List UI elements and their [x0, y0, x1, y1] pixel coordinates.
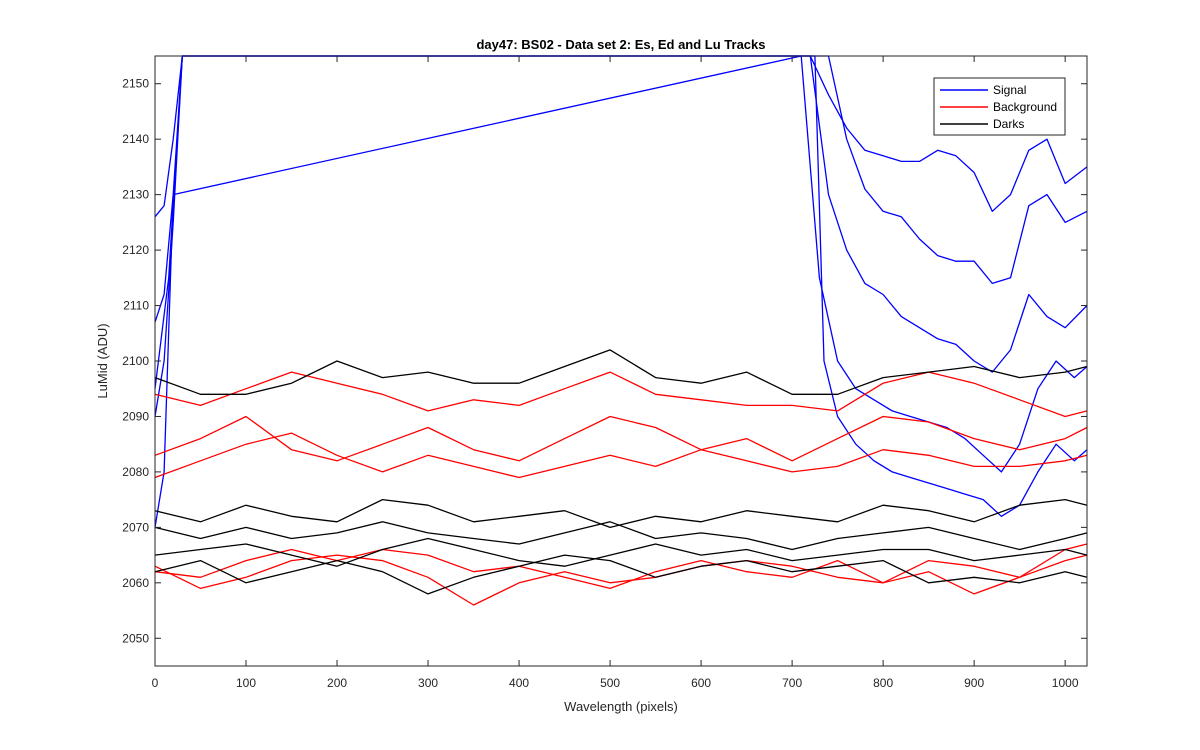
y-tick-label: 2080: [122, 465, 149, 479]
y-tick-label: 2110: [123, 299, 149, 313]
x-tick-label: 900: [964, 676, 984, 690]
x-tick-label: 1000: [1052, 676, 1079, 690]
legend: Signal Background Darks: [933, 77, 1066, 136]
x-tick-label: 100: [236, 676, 256, 690]
ticks-layer: 0 100 200 300 400 500 600 700 800 900 1000 2050 2060…: [122, 56, 1087, 690]
chart-title: day47: BS02 - Data set 2: Es, Ed and Lu …: [476, 37, 765, 52]
x-tick-label: 500: [600, 676, 620, 690]
plot-area: [155, 56, 1087, 666]
x-tick-label: 300: [418, 676, 438, 690]
y-tick-label: 2090: [122, 409, 149, 423]
y-tick-label: 2050: [122, 631, 149, 645]
series-line-darks-1: [154, 349, 1088, 395]
legend-label-darks: Darks: [993, 117, 1024, 131]
series-line-darks-4: [154, 537, 1088, 567]
x-axis-label: Wavelength (pixels): [564, 699, 678, 714]
legend-label-background: Background: [993, 100, 1057, 114]
series-line-darks-5: [154, 554, 1088, 595]
series-line-darks-2: [154, 498, 1088, 529]
x-tick-label: 600: [691, 676, 711, 690]
legend-label-signal: Signal: [993, 83, 1026, 97]
series-line-signal-4: [154, 55, 1088, 528]
series-line-background-2: [154, 415, 1088, 462]
series-line-background-1: [154, 371, 1088, 418]
y-tick-label: 2120: [122, 243, 149, 257]
y-tick-label: 2100: [122, 354, 149, 368]
y-tick-label: 2140: [122, 132, 149, 146]
y-axis-label: LuMid (ADU): [95, 323, 110, 398]
y-tick-label: 2130: [122, 188, 149, 202]
x-tick-label: 200: [327, 676, 347, 690]
x-tick-label: 800: [873, 676, 893, 690]
x-tick-label: 400: [509, 676, 529, 690]
y-tick-label: 2060: [122, 576, 149, 590]
y-tick-label: 2150: [122, 77, 149, 91]
x-tick-label: 700: [782, 676, 802, 690]
series-line-background-5: [154, 543, 1088, 590]
series-line-signal-5: [154, 55, 1088, 517]
series-line-darks-3: [154, 521, 1088, 551]
series-line-background-3: [154, 432, 1088, 479]
x-tick-label: 0: [152, 676, 159, 690]
y-tick-label: 2070: [122, 520, 149, 534]
